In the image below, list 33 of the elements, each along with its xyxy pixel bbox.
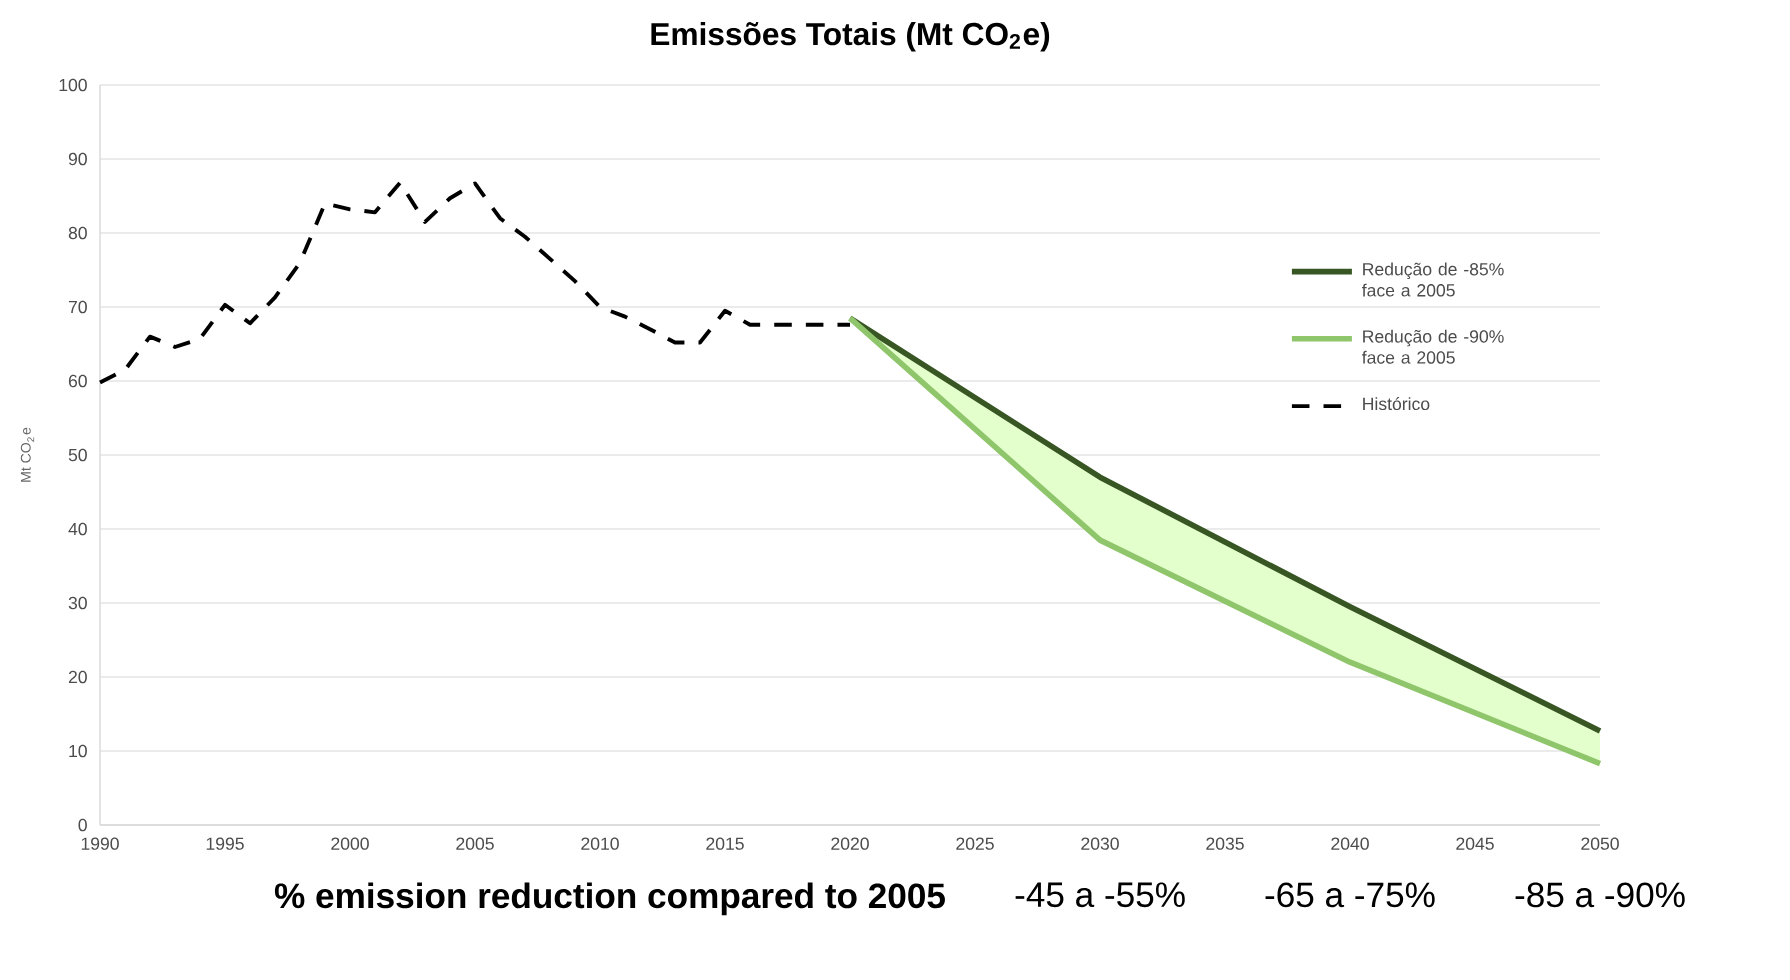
text: -65 a -75%	[1265, 882, 1435, 908]
x-tick-label: 2045	[1456, 837, 1494, 850]
y-tick-label: 100	[59, 78, 87, 92]
y-tick-label: 80	[68, 226, 87, 240]
x-tick-label: 2025	[956, 837, 994, 850]
x-tick-label: 1990	[81, 837, 119, 850]
chart-title: Emissões Totais (Mt CO$_{2}$e)	[651, 22, 1050, 52]
y-tick-label: 10	[69, 744, 87, 758]
text: -85 a -90%	[1515, 882, 1685, 908]
x-tick-label: 2050	[1581, 837, 1619, 850]
text: % emission reduction compared to 2005	[274, 882, 945, 916]
text: -45 a -55%	[1015, 882, 1185, 908]
x-tick-label: 2010	[581, 837, 619, 850]
legend-label: Histórico	[1363, 396, 1430, 411]
legend-label: Redução de -90% face a 2005	[1362, 329, 1504, 364]
y-tick-label: 50	[68, 448, 87, 462]
x-tick-label: 2035	[1206, 837, 1244, 850]
x-tick-label: 2020	[831, 837, 869, 850]
x-tick-label: 2030	[1081, 837, 1119, 850]
x-tick-label: 2040	[1331, 837, 1369, 850]
x-tick-label: 2015	[706, 837, 744, 850]
y-tick-label: 90	[68, 152, 87, 166]
legend-label: Redução de -85% face a 2005	[1362, 262, 1504, 297]
y-tick-label: 40	[68, 522, 87, 536]
x-tick-label: 2000	[331, 837, 369, 850]
x-tick-label: 2005	[456, 837, 494, 850]
y-tick-label: 30	[68, 596, 87, 610]
y-tick-label: 20	[68, 670, 87, 684]
y-tick-label: 70	[68, 300, 87, 314]
y-axis-title: Mt CO$_{2}$e	[20, 427, 35, 482]
x-tick-label: 1995	[206, 837, 244, 850]
y-tick-label: 0	[78, 818, 87, 832]
y-tick-label: 60	[68, 374, 87, 388]
